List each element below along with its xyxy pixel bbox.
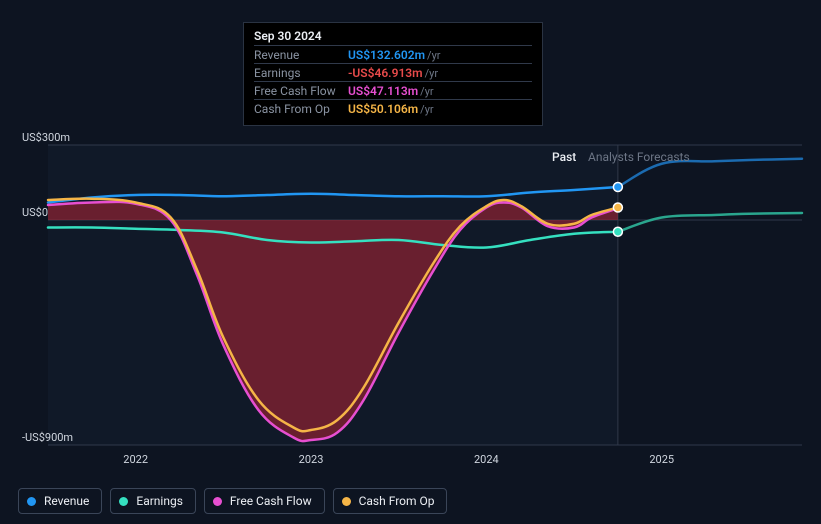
x-axis-tick-label: 2023 <box>299 453 324 466</box>
legend-label: Earnings <box>136 494 183 508</box>
legend-item-fcf[interactable]: Free Cash Flow <box>204 488 325 514</box>
legend-item-revenue[interactable]: Revenue <box>18 488 102 514</box>
past-label: Past <box>552 150 576 164</box>
y-axis-tick-label: -US$900m <box>22 431 73 444</box>
analysts-forecasts-label: Analysts Forecasts <box>588 150 690 164</box>
tooltip-row-value: US$47.113m <box>348 84 418 98</box>
legend-item-cfo[interactable]: Cash From Op <box>333 488 448 514</box>
y-axis-tick-label: US$0 <box>22 206 48 219</box>
legend-dot-icon <box>119 497 128 506</box>
tooltip-row-value: US$50.106m <box>348 102 418 116</box>
tooltip-row-value: US$132.602m <box>348 48 425 62</box>
tooltip-row-label: Free Cash Flow <box>254 84 348 98</box>
x-axis-tick-label: 2024 <box>474 453 499 466</box>
chart-legend: Revenue Earnings Free Cash Flow Cash From O… <box>18 488 447 514</box>
legend-label: Revenue <box>44 494 89 508</box>
legend-label: Cash From Op <box>359 494 435 508</box>
legend-label: Free Cash Flow <box>230 494 312 508</box>
tooltip-row-label: Cash From Op <box>254 102 348 116</box>
tooltip-row-unit: /yr <box>425 67 438 80</box>
tooltip-row-label: Revenue <box>254 48 348 62</box>
tooltip-row: Cash From OpUS$50.106m/yr <box>254 99 532 117</box>
x-axis-tick-label: 2025 <box>649 453 674 466</box>
legend-dot-icon <box>27 497 36 506</box>
tooltip-row-value: -US$46.913m <box>348 66 423 80</box>
tooltip-row-unit: /yr <box>427 49 440 62</box>
legend-dot-icon <box>213 497 222 506</box>
legend-item-earnings[interactable]: Earnings <box>110 488 196 514</box>
tooltip-row-unit: /yr <box>420 103 433 116</box>
x-axis-tick-label: 2022 <box>123 453 148 466</box>
tooltip-row: Earnings-US$46.913m/yr <box>254 63 532 81</box>
tooltip-row: Free Cash FlowUS$47.113m/yr <box>254 81 532 99</box>
data-tooltip: Sep 30 2024 RevenueUS$132.602m/yrEarning… <box>243 22 543 126</box>
tooltip-row: RevenueUS$132.602m/yr <box>254 45 532 63</box>
legend-dot-icon <box>342 497 351 506</box>
tooltip-row-label: Earnings <box>254 66 348 80</box>
tooltip-date: Sep 30 2024 <box>254 29 532 45</box>
tooltip-row-unit: /yr <box>420 85 433 98</box>
y-axis-tick-label: US$300m <box>22 131 70 144</box>
